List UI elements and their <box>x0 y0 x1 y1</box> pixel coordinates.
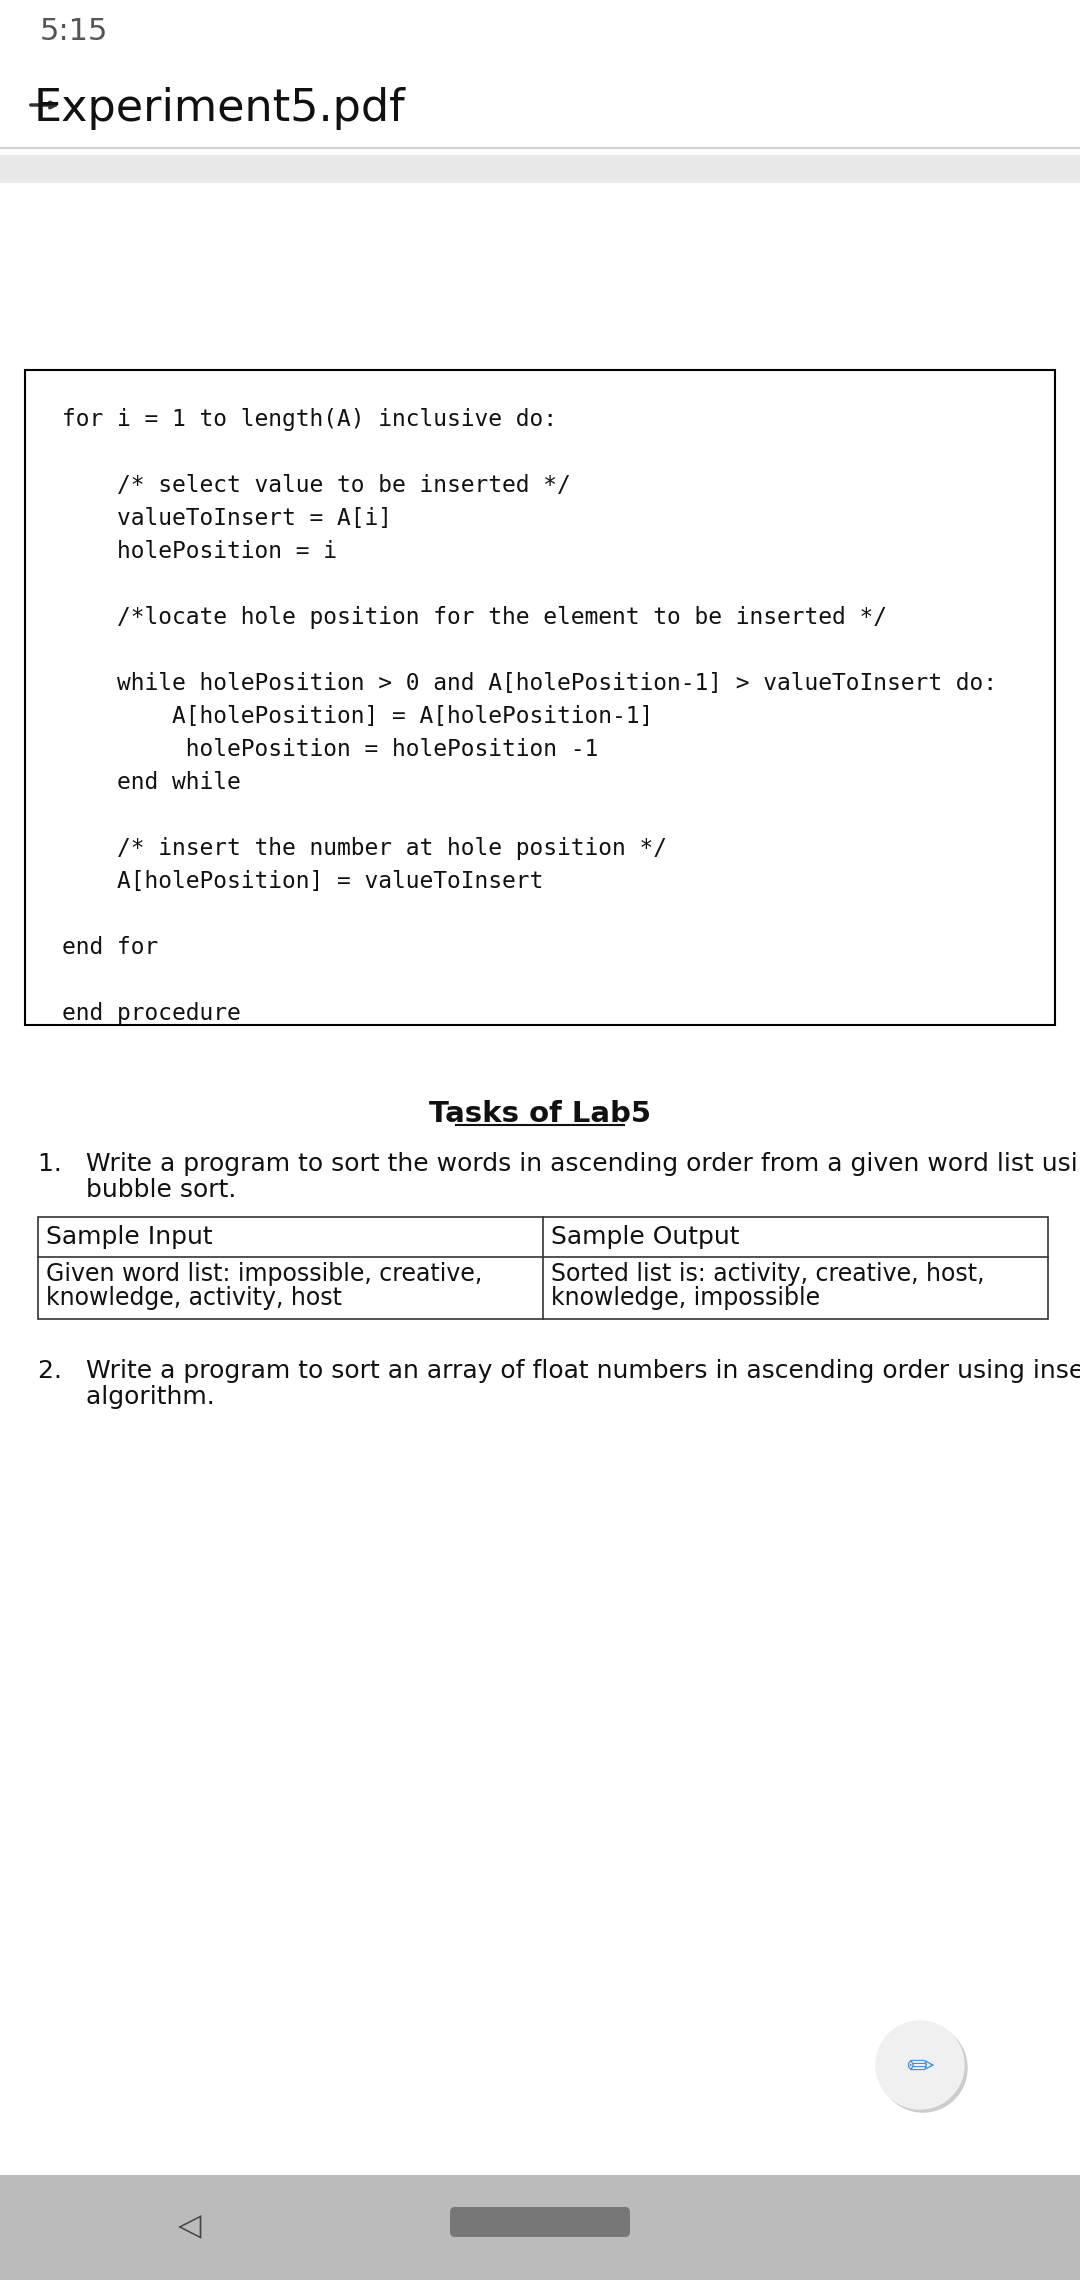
Text: holePosition = holePosition -1: holePosition = holePosition -1 <box>62 739 598 762</box>
Text: end while: end while <box>62 771 241 793</box>
Text: Sample Output: Sample Output <box>551 1224 740 1249</box>
Text: ◁: ◁ <box>178 2212 202 2241</box>
Text: A[holePosition] = valueToInsert: A[holePosition] = valueToInsert <box>62 871 543 894</box>
Text: 5:15: 5:15 <box>40 18 108 46</box>
FancyBboxPatch shape <box>0 155 1080 182</box>
FancyBboxPatch shape <box>0 2175 1080 2280</box>
FancyBboxPatch shape <box>38 1218 1048 1320</box>
Text: end procedure: end procedure <box>62 1001 241 1026</box>
Text: knowledge, activity, host: knowledge, activity, host <box>46 1286 342 1311</box>
Text: Given word list: impossible, creative,: Given word list: impossible, creative, <box>46 1263 483 1286</box>
Text: holePosition = i: holePosition = i <box>62 540 337 563</box>
Text: bubble sort.: bubble sort. <box>38 1179 237 1202</box>
Text: end for: end for <box>62 937 159 960</box>
Text: algorithm.: algorithm. <box>38 1384 215 1409</box>
Text: A[holePosition] = A[holePosition-1]: A[holePosition] = A[holePosition-1] <box>62 705 653 727</box>
Text: /*locate hole position for the element to be inserted */: /*locate hole position for the element t… <box>62 606 887 629</box>
Text: valueToInsert = A[i]: valueToInsert = A[i] <box>62 506 392 529</box>
Text: 2.   Write a program to sort an array of float numbers in ascending order using : 2. Write a program to sort an array of f… <box>38 1359 1080 1384</box>
Text: Tasks of Lab5: Tasks of Lab5 <box>429 1099 651 1129</box>
Text: for i = 1 to length(A) inclusive do:: for i = 1 to length(A) inclusive do: <box>62 408 557 431</box>
Text: 1.   Write a program to sort the words in ascending order from a given word list: 1. Write a program to sort the words in … <box>38 1151 1080 1176</box>
Text: while holePosition > 0 and A[holePosition-1] > valueToInsert do:: while holePosition > 0 and A[holePositio… <box>62 673 997 695</box>
Text: /* insert the number at hole position */: /* insert the number at hole position */ <box>62 837 667 860</box>
FancyBboxPatch shape <box>25 369 1055 1026</box>
Text: /* select value to be inserted */: /* select value to be inserted */ <box>62 474 570 497</box>
Circle shape <box>879 2025 967 2111</box>
Text: Sample Input: Sample Input <box>46 1224 213 1249</box>
Circle shape <box>876 2020 964 2109</box>
Text: knowledge, impossible: knowledge, impossible <box>551 1286 820 1311</box>
Text: Sorted list is: activity, creative, host,: Sorted list is: activity, creative, host… <box>551 1263 985 1286</box>
Text: Experiment5.pdf: Experiment5.pdf <box>35 87 406 130</box>
FancyBboxPatch shape <box>450 2207 630 2237</box>
Text: ✏: ✏ <box>906 2050 934 2084</box>
